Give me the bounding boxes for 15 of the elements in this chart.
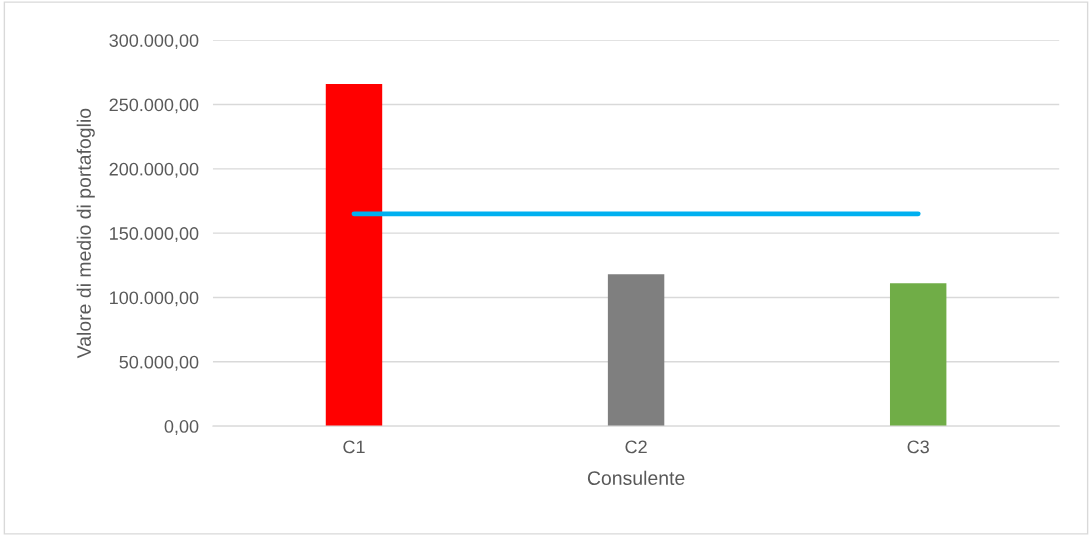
bar: [607, 274, 665, 427]
y-tick-label: 150.000,00: [110, 227, 199, 243]
x-tick-label: C2: [625, 440, 647, 454]
bar: [325, 83, 383, 427]
x-tick-label: C1: [343, 440, 365, 454]
y-axis-title: Valore di medio di portafoglio: [76, 108, 95, 359]
y-tick-label: 300.000,00: [109, 34, 199, 50]
y-tick-label: 100.000,00: [110, 291, 199, 307]
y-tick-label: 250.000,00: [109, 98, 199, 114]
y-tick-label: 200.000,00: [109, 162, 199, 178]
y-tick-label: 50.000,00: [119, 355, 199, 371]
bar: [889, 283, 947, 427]
y-tick-label: 0,00: [164, 420, 199, 435]
x-axis-title: Consulente: [587, 470, 685, 486]
x-tick-label: C3: [907, 440, 929, 454]
